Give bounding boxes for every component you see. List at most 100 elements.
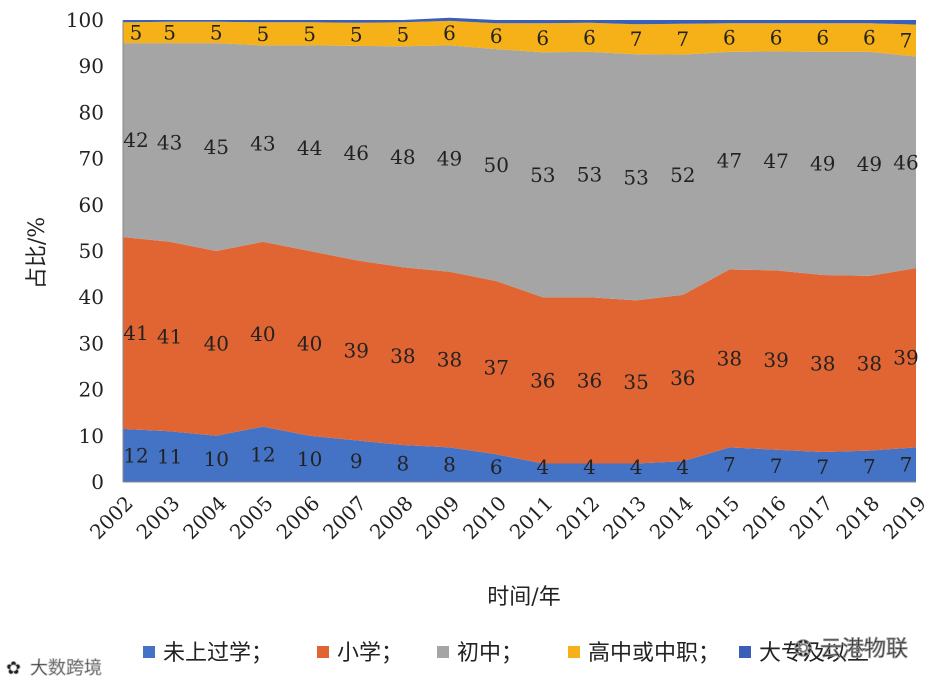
legend-swatch	[568, 646, 580, 658]
data-label: 5	[303, 22, 316, 46]
y-tick-label: 10	[79, 424, 104, 448]
data-label: 6	[770, 25, 783, 49]
wechat-icon: ❂	[794, 637, 812, 662]
data-label: 8	[397, 452, 410, 476]
data-label: 46	[893, 150, 918, 174]
area-series-3	[123, 20, 916, 57]
data-label: 37	[483, 356, 508, 380]
watermark-left-text: 大数跨境	[30, 658, 102, 679]
x-tick-label: 2008	[365, 491, 418, 544]
legend-swatch	[437, 646, 449, 658]
data-label: 38	[437, 348, 462, 372]
x-tick-label: 2005	[225, 491, 278, 544]
y-axis-title: 占比/%	[25, 217, 50, 289]
data-label: 11	[157, 445, 182, 469]
data-label: 9	[350, 449, 363, 473]
x-tick-label: 2006	[271, 491, 324, 544]
x-tick-label: 2002	[85, 491, 138, 544]
legend: 未上过学； 小学； 初中； 高中或中职； 大专及以上	[143, 641, 869, 666]
data-label: 36	[670, 366, 695, 390]
data-label: 36	[530, 368, 555, 392]
watermark-left: ✿ 大数跨境	[6, 658, 103, 680]
legend-label: 未上过学；	[163, 641, 273, 666]
data-label: 41	[123, 321, 148, 345]
area-series-1	[123, 237, 916, 464]
segment-labels: 12 11 10 12 10 9 8 8 6 4 4 4 4 7 7 7 7 741 41 40 40 40 39 38 38 3…	[123, 21, 918, 479]
area-series-4	[123, 17, 916, 25]
data-label: 5	[350, 22, 363, 46]
legend-swatch	[317, 646, 329, 658]
legend-label: 初中；	[457, 641, 523, 666]
data-label: 7	[900, 29, 913, 53]
data-label: 44	[297, 136, 322, 160]
data-label: 10	[204, 447, 229, 471]
legend-label: 小学；	[337, 641, 403, 666]
area-series-2	[123, 43, 916, 301]
data-label: 40	[297, 331, 322, 355]
x-tick-label: 2013	[598, 491, 651, 544]
data-label: 42	[123, 128, 148, 152]
data-label: 5	[163, 21, 176, 45]
x-tick-label: 2018	[831, 491, 884, 544]
data-label: 38	[810, 352, 835, 376]
data-label: 7	[900, 453, 913, 477]
data-label: 39	[893, 346, 918, 370]
legend-swatch	[143, 646, 155, 658]
x-tick-labels: 2002200320042005200620072008200920102011…	[85, 491, 931, 544]
data-label: 4	[676, 455, 689, 479]
watermark-right: ❂ 云港物联	[794, 637, 909, 663]
data-label: 4	[536, 455, 549, 479]
data-label: 6	[723, 26, 736, 50]
data-label: 7	[816, 455, 829, 479]
data-label: 7	[630, 27, 643, 51]
x-tick-label: 2016	[738, 491, 791, 544]
data-label: 6	[863, 26, 876, 50]
data-label: 41	[157, 325, 182, 349]
legend-label: 高中或中职；	[588, 641, 720, 666]
x-tick-label: 2014	[645, 491, 698, 544]
x-axis-title: 时间/年	[487, 585, 560, 610]
y-tick-label: 40	[79, 285, 104, 309]
y-tick-label: 50	[79, 239, 104, 263]
data-label: 47	[763, 149, 788, 173]
data-label: 6	[443, 21, 456, 45]
y-tick-labels: 0 10 20 30 40 50 60 70 80 90 100	[66, 8, 104, 494]
data-label: 38	[857, 351, 882, 375]
data-label: 53	[577, 163, 602, 187]
x-tick-label: 2015	[691, 491, 744, 544]
watermark-right-text: 云港物联	[820, 637, 908, 662]
data-label: 40	[204, 331, 229, 355]
y-tick-label: 20	[79, 378, 104, 402]
legend-label: 大专及以上	[759, 641, 869, 666]
x-tick-label: 2010	[458, 491, 511, 544]
data-label: 7	[770, 454, 783, 478]
data-label: 12	[123, 443, 148, 467]
data-label: 5	[257, 22, 270, 46]
data-label: 5	[210, 21, 223, 45]
data-label: 43	[250, 132, 275, 156]
data-label: 4	[583, 455, 596, 479]
data-label: 38	[390, 344, 415, 368]
data-label: 40	[250, 322, 275, 346]
data-label: 38	[717, 346, 742, 370]
data-label: 53	[623, 165, 648, 189]
data-label: 4	[630, 455, 643, 479]
data-label: 6	[536, 26, 549, 50]
legend-swatch	[739, 646, 751, 658]
data-label: 36	[577, 368, 602, 392]
data-label: 48	[390, 145, 415, 169]
data-label: 39	[343, 338, 368, 362]
data-label: 5	[130, 21, 143, 45]
data-label: 47	[717, 149, 742, 173]
data-label: 6	[490, 24, 503, 48]
x-tick-label: 2019	[878, 491, 931, 544]
data-label: 6	[816, 26, 829, 50]
x-tick-label: 2007	[318, 491, 371, 544]
data-label: 6	[583, 25, 596, 49]
x-tick-label: 2009	[411, 491, 464, 544]
data-label: 7	[723, 453, 736, 477]
data-label: 8	[443, 453, 456, 477]
data-label: 35	[623, 370, 648, 394]
x-tick-label: 2003	[131, 491, 184, 544]
x-tick-label: 2017	[785, 491, 838, 544]
